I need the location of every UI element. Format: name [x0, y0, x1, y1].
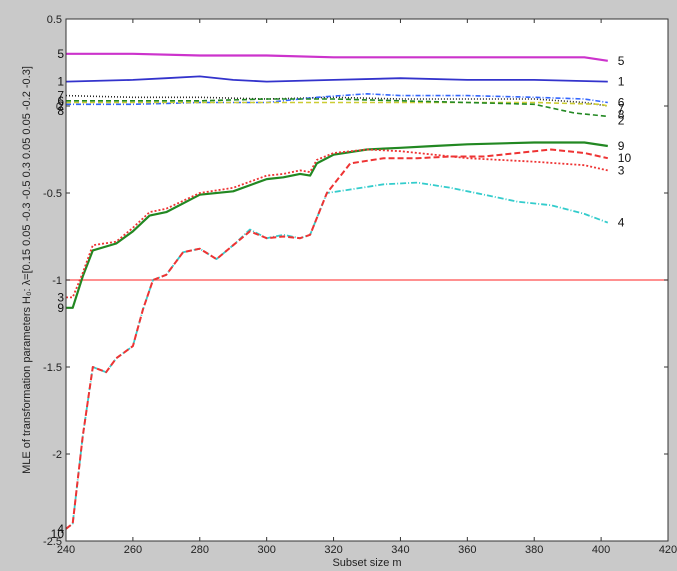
- series-end-label-1: 1: [618, 75, 625, 89]
- y-tick-label: 0.5: [47, 14, 62, 26]
- series-line-6: [66, 93, 608, 106]
- series-end-label-4: 4: [618, 216, 625, 230]
- y-tick-label: -2: [52, 449, 62, 461]
- x-tick-label: 420: [659, 544, 677, 556]
- y-tick-label: -2.5: [43, 536, 62, 548]
- series-start-label-8: 4: [57, 522, 64, 536]
- series-end-label-5: 5: [618, 54, 625, 68]
- series-layer: [65, 52, 609, 530]
- x-tick-label: 400: [592, 544, 610, 556]
- series-line-1: [65, 75, 608, 83]
- series-line-2: [66, 98, 608, 118]
- series-end-label-3: 3: [618, 163, 625, 177]
- x-tick-label: 300: [257, 544, 275, 556]
- x-axis-label: Subset size m: [332, 557, 401, 569]
- series-end-label-10: 10: [618, 151, 632, 165]
- x-tick-label: 360: [458, 544, 476, 556]
- y-tick-label: -1.5: [43, 362, 62, 374]
- x-tick-label: 240: [57, 544, 75, 556]
- series-start-label-3: 6: [57, 94, 64, 108]
- series-end-label-2: 2: [618, 114, 625, 128]
- x-axis: 240 260 280 300 320 340 360 380 400 420: [57, 19, 677, 556]
- x-tick-label: 260: [124, 544, 142, 556]
- series-start-label-5: 8: [57, 104, 64, 118]
- series-start-label-4: 2: [57, 99, 64, 113]
- series-line-9: [66, 141, 608, 309]
- y-tick-label: -0.5: [43, 188, 62, 200]
- series-end-label-7: 7: [618, 102, 625, 116]
- series-start-label-0: 5: [57, 47, 64, 61]
- y-tick-label: 0: [56, 101, 62, 113]
- series-start-label-7: 9: [57, 301, 64, 315]
- series-start-label-1: 1: [57, 75, 64, 89]
- series-start-label-9: 10: [51, 527, 65, 541]
- plot-area: [66, 19, 668, 541]
- y-tick-label: -1: [52, 275, 62, 287]
- plot-frame: [65, 18, 669, 542]
- series-end-label-9: 9: [618, 139, 625, 153]
- series-line-10: [65, 148, 609, 530]
- series-line-5: [66, 52, 608, 62]
- x-tick-label: 380: [525, 544, 543, 556]
- series-end-label-8: 8: [618, 108, 625, 122]
- y-axis-label: MLE of transformation parameters H₀: λ=[…: [21, 66, 33, 474]
- x-tick-label: 320: [324, 544, 342, 556]
- series-end-label-6: 6: [618, 96, 625, 110]
- series-line-8: [66, 101, 608, 107]
- series-start-label-2: 7: [57, 89, 64, 103]
- x-tick-label: 340: [391, 544, 409, 556]
- x-tick-label: 280: [191, 544, 209, 556]
- series-start-label-6: 3: [57, 290, 64, 304]
